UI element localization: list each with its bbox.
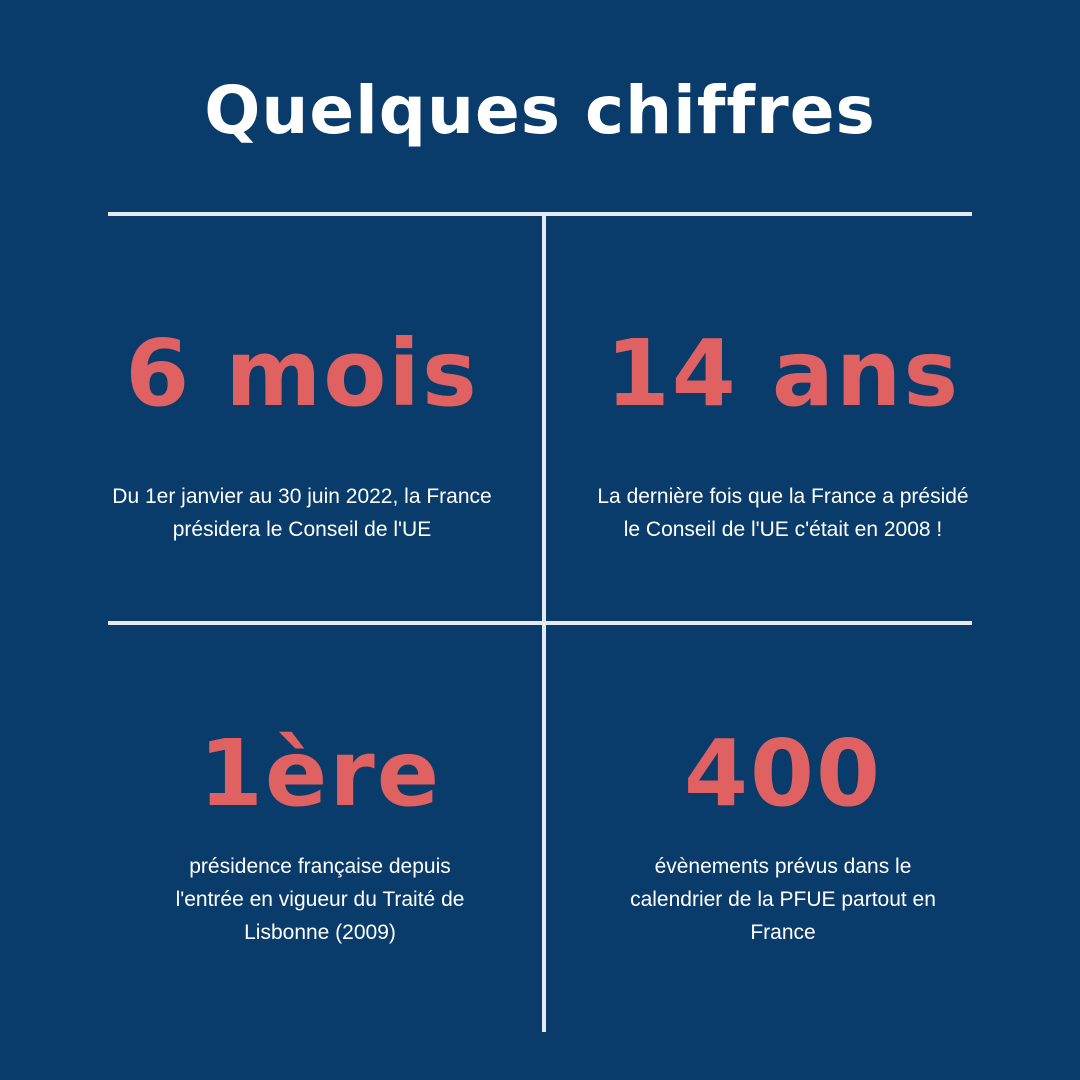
fact-value: 6 mois <box>125 320 479 427</box>
divider-top <box>108 212 972 216</box>
fact-line: Du 1er janvier au 30 juin 2022, la Franc… <box>112 485 492 508</box>
fact-value: 14 ans <box>605 320 961 427</box>
fact-line: calendrier de la PFUE partout en <box>630 888 936 911</box>
fact-line: Lisbonne (2009) <box>244 921 396 944</box>
fact-line: l'entrée en vigueur du Traité de <box>175 888 465 911</box>
page-title: Quelques chiffres <box>204 72 876 149</box>
divider-middle <box>108 621 972 625</box>
fact-events: 400 évènements prévus dans le calendrier… <box>548 728 1018 949</box>
fact-first-presidency: 1ère présidence française depuis l'entré… <box>85 728 555 949</box>
fact-line: La dernière fois que la France a présidé <box>597 485 969 508</box>
fact-duration: 6 mois Du 1er janvier au 30 juin 2022, l… <box>67 328 537 546</box>
fact-line: présidera le Conseil de l'UE <box>172 518 432 541</box>
fact-last-presidency: 14 ans La dernière fois que la France a … <box>548 328 1018 546</box>
fact-value: 1ère <box>198 720 442 827</box>
fact-line: présidence française depuis <box>189 855 451 878</box>
fact-line: France <box>750 921 816 944</box>
fact-value: 400 <box>683 720 883 827</box>
fact-line: évènements prévus dans le <box>654 855 912 878</box>
fact-line: le Conseil de l'UE c'était en 2008 ! <box>623 518 943 541</box>
divider-vertical <box>542 214 546 1032</box>
